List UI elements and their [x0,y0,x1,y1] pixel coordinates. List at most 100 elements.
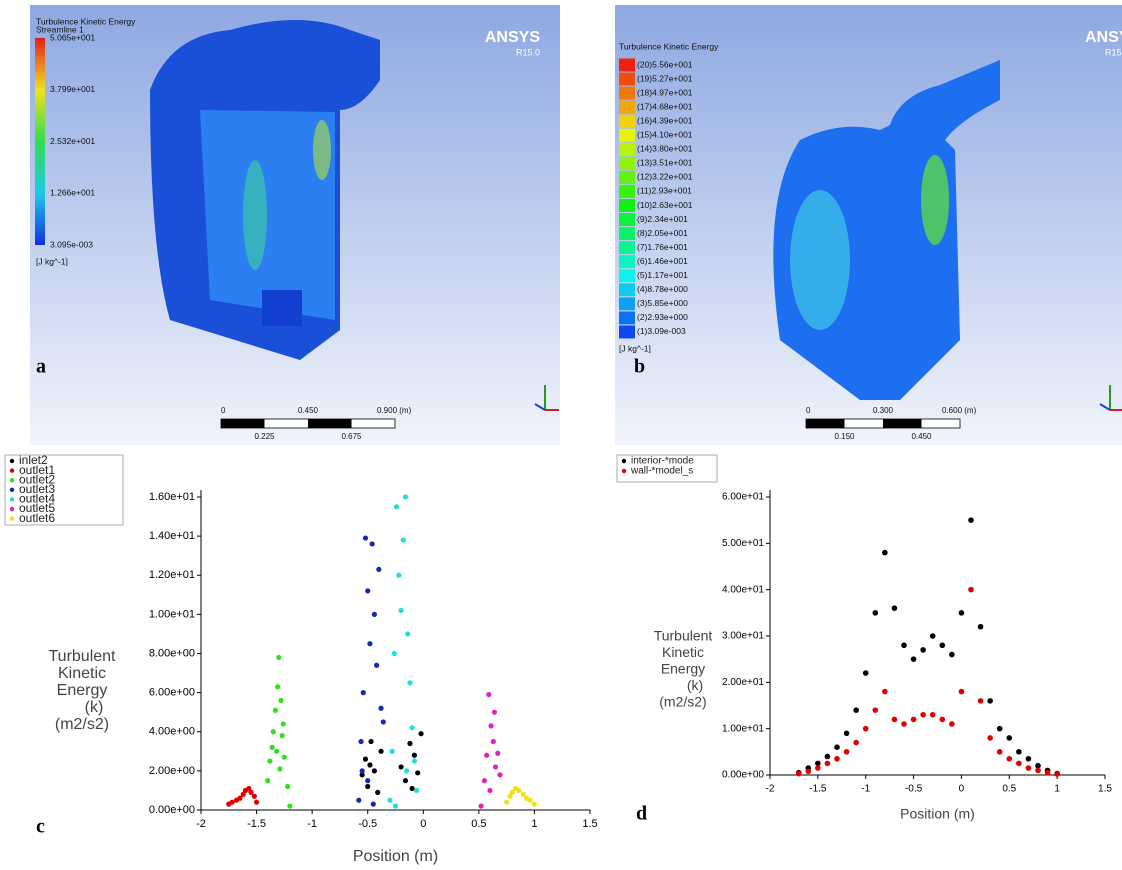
panel-label: c [36,816,45,838]
point [376,567,381,572]
point [407,741,412,746]
point [853,707,859,713]
point [504,800,509,805]
point [901,642,907,648]
point [987,735,993,741]
x-tick-label: -1.5 [247,818,266,830]
point [412,758,417,763]
panel-b: Turbulence Kinetic Energy(20)5.56e+001(1… [615,5,1122,445]
point [410,725,415,730]
x-tick-label: 1.5 [582,818,597,830]
point [415,770,420,775]
point [844,731,850,737]
point [484,753,489,758]
point [968,517,974,523]
legend-level: (19)5.27e+001 [637,73,693,83]
point [488,723,493,728]
y-tick-label: 3.00e+01 [722,631,764,642]
y-tick-label: 1.00e+01 [722,723,764,734]
point [882,689,888,695]
point [404,768,409,773]
legend-swatch [619,255,635,268]
legend-level: (2)2.93e+000 [637,312,688,322]
point [396,573,401,578]
legend-marker [622,469,626,473]
point [959,689,965,695]
x-tick-label: 0 [420,818,426,830]
point [1006,756,1012,762]
legend-level: (20)5.56e+001 [637,59,693,69]
point [230,800,235,805]
legend-marker [10,497,14,501]
legend-marker [10,478,14,482]
point [492,710,497,715]
point [398,764,403,769]
point [365,778,370,783]
legend-swatch [619,171,635,184]
point [387,798,392,803]
point [358,739,363,744]
point [978,698,984,704]
x-tick-label: 1.5 [1098,784,1112,795]
scale-bar-segment [883,419,922,428]
y-tick-label: 4.00e+00 [149,726,195,738]
point [497,772,502,777]
legend-swatch [619,101,635,114]
point [367,641,372,646]
brand: ANSYS [485,29,540,46]
point [949,721,955,727]
y-axis-title: (k) [687,677,703,693]
legend-level: (17)4.68e+001 [637,101,693,111]
legend-swatch [619,143,635,156]
point [367,762,372,767]
legend-level: (4)8.78e+000 [637,284,688,294]
y-tick-label: 1.00e+01 [149,608,195,620]
y-tick-label: 0.00e+00 [722,770,764,781]
point [930,633,936,639]
point [365,784,370,789]
panel-label: a [36,356,46,378]
point [482,778,487,783]
point [285,784,290,789]
point [487,788,492,793]
point [378,706,383,711]
point [1035,768,1041,774]
point [378,749,383,754]
x-tick-label: -0.5 [905,784,923,795]
point [959,610,965,616]
scale-label: 0 [221,406,226,415]
scale-bar-segment [221,419,265,428]
point [872,707,878,713]
point [381,719,386,724]
point [853,740,859,746]
point [882,550,888,556]
x-tick-label: -2 [196,818,206,830]
point [271,729,276,734]
point [276,655,281,660]
brand: ANSYS [1085,29,1122,46]
point [414,788,419,793]
point [282,755,287,760]
legend-label: outlet6 [19,511,55,525]
hotspot [243,160,267,270]
point [281,721,286,726]
legend-level: (13)3.51e+001 [637,158,693,168]
point [356,798,361,803]
y-axis-title: (m2/s2) [659,694,706,710]
y-tick-label: 5.00e+01 [722,538,764,549]
point [287,803,292,808]
point [872,610,878,616]
x-tick-label: -1 [861,784,870,795]
hotspot [790,190,850,330]
legend-level: (9)2.34e+001 [637,214,688,224]
y-tick-label: 8.00e+00 [149,647,195,659]
scale-label: 0.600 (m) [942,406,977,415]
scale-label: 0.450 [911,432,932,441]
point [371,802,376,807]
x-tick-label: 1 [531,818,537,830]
scale-label: 0.675 [341,432,362,441]
point [1026,756,1032,762]
legend-level: 3.095e-003 [50,239,93,249]
x-tick-label: -0.5 [358,818,377,830]
legend-swatch [619,241,635,254]
